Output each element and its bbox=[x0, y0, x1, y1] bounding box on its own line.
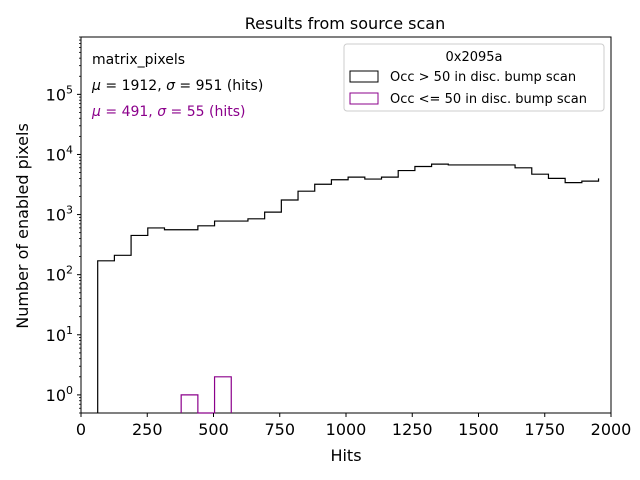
stats-line-2: μ = 491, σ = 55 (hits) bbox=[91, 104, 245, 120]
x-tick-label: 1250 bbox=[392, 420, 433, 439]
y-axis-ticks: 100 101 102 103 104 105 bbox=[46, 36, 81, 414]
chart-title: Results from source scan bbox=[245, 14, 445, 33]
stats-line-1: μ = 1912, σ = 951 (hits) bbox=[91, 78, 263, 94]
x-tick-label: 1000 bbox=[326, 420, 367, 439]
legend-box bbox=[343, 43, 605, 112]
y-tick-label: 102 bbox=[46, 264, 73, 285]
x-axis-label: Hits bbox=[330, 446, 361, 465]
histogram-series-1 bbox=[180, 376, 232, 414]
y-tick-label: 100 bbox=[46, 384, 73, 405]
y-tick-label: 103 bbox=[46, 204, 73, 225]
y-tick-label: 105 bbox=[46, 83, 73, 104]
x-tick-label: 2000 bbox=[591, 420, 632, 439]
legend: 0x2095a Occ > 50 in disc. bump scan Occ … bbox=[343, 43, 605, 112]
x-axis-ticks: 0 250 500 750 1000 1250 1500 1750 2000 bbox=[76, 413, 631, 439]
x-tick-label: 1750 bbox=[524, 420, 565, 439]
x-tick-label: 500 bbox=[198, 420, 229, 439]
legend-label-occ-le-50: Occ <= 50 in disc. bump scan bbox=[390, 92, 587, 107]
legend-label-occ-gt-50: Occ > 50 in disc. bump scan bbox=[390, 70, 576, 85]
histogram-bars bbox=[97, 163, 600, 414]
y-tick-label: 101 bbox=[46, 324, 73, 345]
dataset-name: matrix_pixels bbox=[92, 52, 185, 68]
x-tick-label: 1500 bbox=[458, 420, 499, 439]
histogram-series-0 bbox=[97, 163, 600, 413]
y-tick-label: 104 bbox=[46, 143, 73, 164]
plot-area: 0 250 500 750 1000 1250 1500 1750 2000 100 101 102… bbox=[46, 36, 631, 439]
stats-annotation: matrix_pixels μ = 1912, σ = 951 (hits) μ… bbox=[91, 52, 263, 120]
x-tick-label: 0 bbox=[76, 420, 86, 439]
legend-swatch-occ-gt-50 bbox=[349, 70, 379, 83]
y-axis-label: Number of enabled pixels bbox=[13, 123, 32, 329]
x-tick-label: 250 bbox=[132, 420, 163, 439]
legend-swatch-occ-le-50 bbox=[349, 92, 379, 105]
x-tick-label: 750 bbox=[264, 420, 295, 439]
legend-title: 0x2095a bbox=[445, 50, 502, 65]
